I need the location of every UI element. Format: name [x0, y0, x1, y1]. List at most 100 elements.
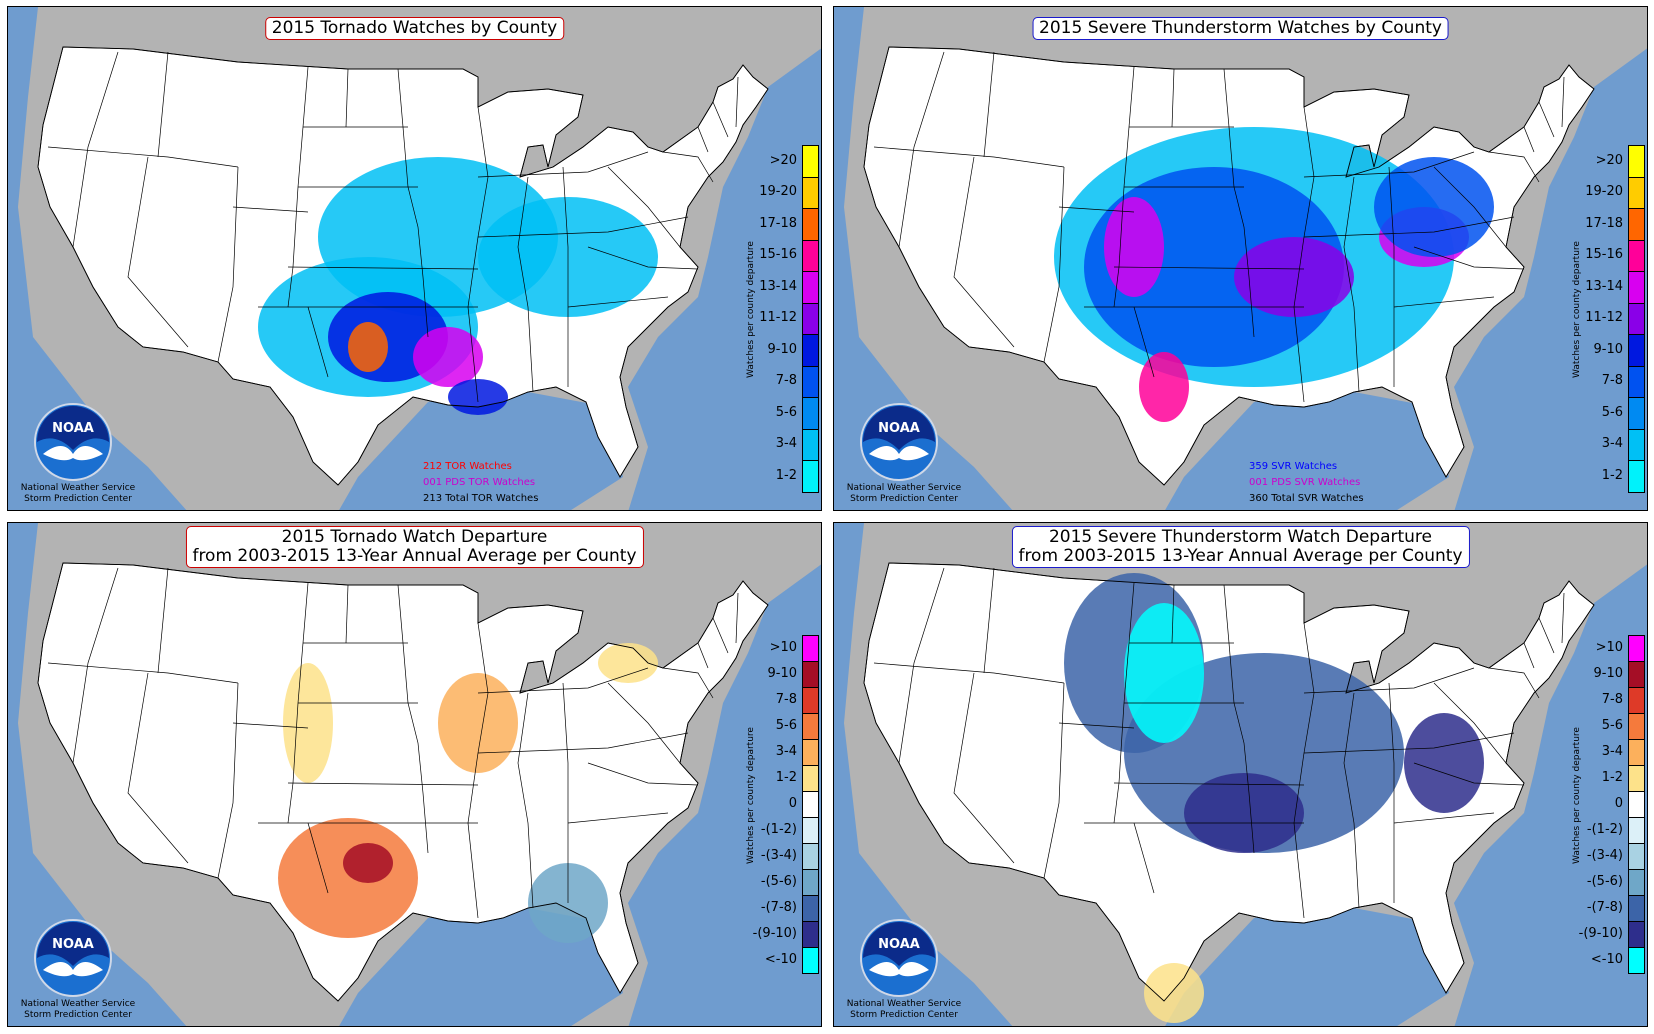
state-boundary [1171, 68, 1175, 128]
legend-axis-label: Watches per county departure [746, 241, 756, 379]
legend-swatch [802, 460, 819, 493]
state-boundary [567, 812, 669, 824]
state-boundary [1223, 584, 1255, 854]
legend-swatch [802, 302, 819, 335]
state-boundary [477, 667, 649, 694]
legend-label: 5-6 [775, 404, 797, 420]
legend-label: -(1-2) [1586, 822, 1623, 837]
logo-text: NOAA [878, 937, 920, 952]
shaded-region [1124, 603, 1204, 743]
title-line-1: 2015 Tornado Watches by County [271, 18, 558, 38]
state-boundary [1058, 206, 1135, 213]
shaded-region [1184, 773, 1304, 853]
gulf-of-mexico [1165, 392, 1449, 510]
gulf-of-mexico [1165, 908, 1449, 1026]
title-line-1: 2015 Severe Thunderstorm Watches by Coun… [1039, 18, 1442, 38]
map-canvas [834, 523, 1647, 1026]
stat-line: 001 PDS SVR Watches [1249, 477, 1361, 488]
legend-swatch [1628, 687, 1645, 714]
noaa-logo-icon: NOAA [34, 919, 112, 997]
state-boundary [607, 166, 681, 248]
conus-border [37, 46, 769, 486]
legend-label: 9-10 [767, 666, 797, 681]
panel-title: 2015 Severe Thunderstorm Watch Departure… [1011, 526, 1470, 568]
svr-watches-panel: 2015 Severe Thunderstorm Watches by Coun… [833, 6, 1648, 511]
state-boundary [1413, 246, 1525, 270]
state-boundary [662, 151, 714, 183]
legend-swatch [1628, 334, 1645, 367]
legend-label: 11-12 [1585, 310, 1623, 326]
shaded-region [1374, 157, 1494, 257]
state-boundary [662, 667, 714, 699]
title-line-1: 2015 Severe Thunderstorm Watch Departure [1048, 527, 1433, 547]
title-line-2: from 2003-2015 13-Year Annual Average pe… [192, 546, 637, 566]
state-boundary [157, 51, 169, 158]
stat-line: 360 Total SVR Watches [1249, 493, 1364, 504]
legend-swatch [802, 817, 819, 844]
state-boundary [562, 682, 569, 903]
title-line-1: 2015 Tornado Watch Departure [281, 527, 548, 547]
legend-swatch [802, 895, 819, 922]
legend-label: 1-2 [775, 467, 797, 483]
legend-label: -(3-4) [1586, 848, 1623, 863]
state-boundary [1538, 617, 1555, 654]
logo-text: NOAA [52, 937, 94, 952]
legend-swatch [802, 208, 819, 241]
legend-label: 7-8 [775, 692, 797, 707]
shaded-region [1139, 352, 1189, 422]
state-boundary [345, 68, 349, 128]
legend-swatch [1628, 239, 1645, 272]
stat-line: 213 Total TOR Watches [423, 493, 539, 504]
shaded-region [343, 843, 393, 883]
legend-label: 13-14 [1585, 278, 1623, 294]
state-boundary [1343, 692, 1360, 909]
panel-title: 2015 Tornado Watch Departure from 2003-2… [185, 526, 644, 568]
pacific-ocean [834, 523, 1013, 1026]
atlantic-ocean [628, 48, 821, 510]
logo-text: NOAA [52, 421, 94, 436]
legend-label: >10 [769, 640, 797, 655]
state-boundary [567, 296, 669, 308]
shaded-region [278, 818, 418, 938]
legend-label: 3-4 [1601, 436, 1623, 452]
atlantic-ocean [1454, 48, 1647, 510]
legend-label: -(9-10) [1578, 926, 1623, 941]
state-boundary [477, 732, 689, 754]
map-canvas [8, 523, 821, 1026]
legend-swatch [802, 397, 819, 430]
panel-title: 2015 Tornado Watches by County [264, 17, 565, 40]
legend-label: 17-18 [759, 215, 797, 231]
shaded-region [283, 663, 333, 783]
state-boundary [477, 151, 649, 178]
state-boundary [47, 146, 239, 168]
legend-swatch [802, 739, 819, 766]
legend-label: 9-10 [767, 341, 797, 357]
state-boundary [562, 166, 569, 387]
legend-swatch [802, 921, 819, 948]
stat-line: 001 PDS TOR Watches [423, 477, 536, 488]
legend-label: -(9-10) [752, 926, 797, 941]
shaded-region [448, 379, 508, 415]
legend-swatch [1628, 271, 1645, 304]
state-boundary [697, 642, 709, 669]
state-boundary [1223, 68, 1255, 338]
legend-label: 3-4 [1601, 744, 1623, 759]
state-boundary [953, 156, 1015, 348]
legend-swatch [1628, 397, 1645, 430]
state-boundary [1113, 266, 1305, 270]
state-boundary [127, 672, 189, 864]
legend-label: >10 [1595, 640, 1623, 655]
state-boundary [1058, 722, 1135, 729]
state-boundary [1303, 216, 1515, 238]
legend-label: >20 [769, 152, 797, 168]
spc-line: Storm Prediction Center [850, 1010, 958, 1020]
shaded-region [413, 327, 483, 387]
title-line-2: from 2003-2015 13-Year Annual Average pe… [1018, 546, 1463, 566]
shaded-region [1234, 237, 1354, 317]
legend-label: 1-2 [1601, 467, 1623, 483]
legend-swatch [1628, 208, 1645, 241]
legend-label: <-10 [764, 952, 797, 967]
state-boundary [307, 822, 329, 894]
legend-swatch [1628, 869, 1645, 896]
state-boundary [953, 672, 1015, 864]
